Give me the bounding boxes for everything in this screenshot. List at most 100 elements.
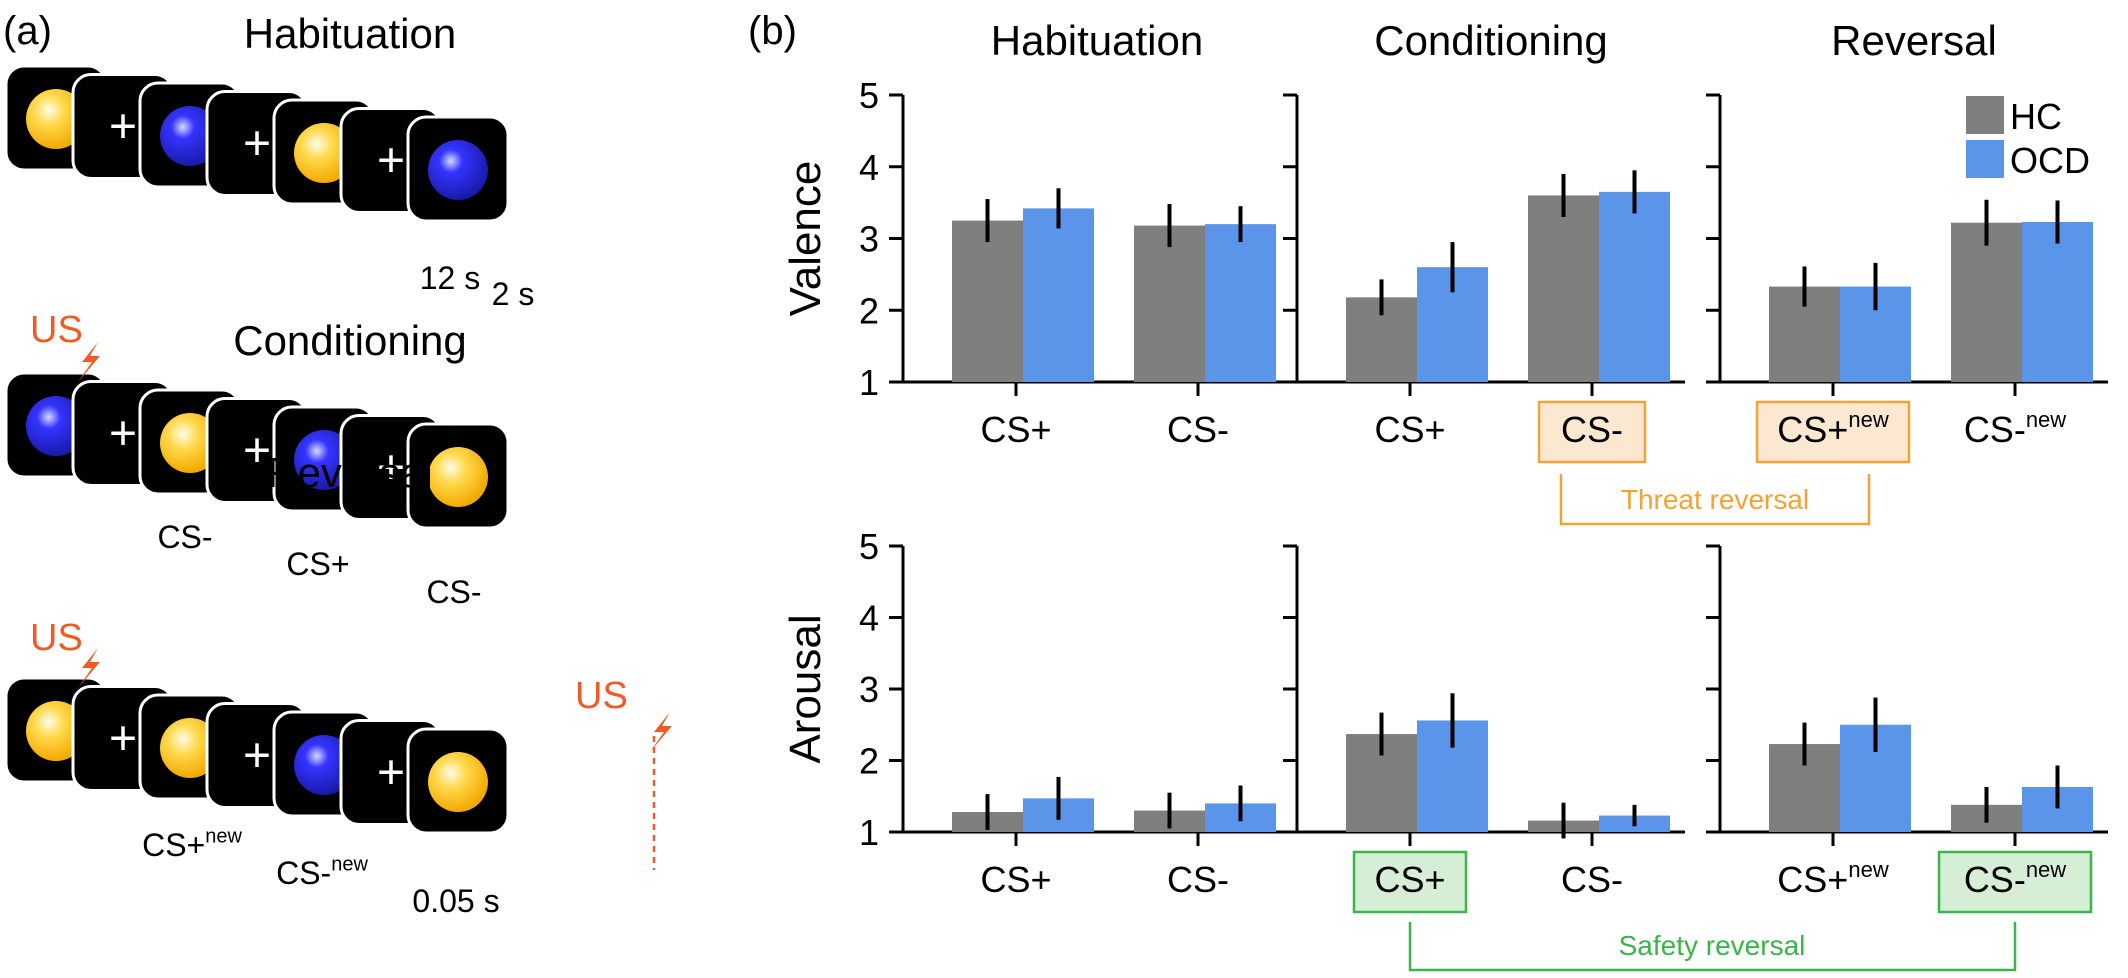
x-tick-label: CS-new: [1964, 857, 2066, 900]
x-tick-label: CS-: [1167, 859, 1229, 900]
us-label: US: [30, 309, 83, 351]
sequence-title: Reversal: [267, 449, 433, 496]
y-tick-label: 4: [859, 147, 879, 188]
panel-a-label: (a): [3, 9, 52, 53]
fixation-cross: +: [109, 101, 137, 154]
duration-label: 0.05 s: [412, 883, 499, 919]
x-tick-label: CS+: [980, 859, 1051, 900]
stimulus-caption: CS+: [286, 546, 349, 582]
y-axis-label: Arousal: [781, 614, 830, 763]
panel-a: (a) Habituation+ + +Conditioning+ + +Reversal…: [3, 9, 672, 919]
bar-ocd: [1205, 224, 1276, 382]
x-tick-label: CS-: [1561, 409, 1623, 450]
sequence-conditioning: Conditioning + + +: [4, 317, 510, 530]
bar-hc: [1528, 195, 1599, 382]
lightning-bolt-icon: [650, 712, 672, 752]
y-tick-label: 2: [859, 741, 879, 782]
highlight-box: [1352, 850, 1468, 914]
duration-label: 12 s: [420, 260, 480, 296]
stimulus-caption: CS-new: [276, 854, 368, 891]
x-tick-label: CS+new: [1777, 407, 1889, 450]
fixation-cross: +: [377, 747, 405, 800]
fixation-cross: +: [243, 118, 271, 171]
y-tick-label: 1: [859, 812, 879, 853]
safety-bracket: [1408, 922, 2017, 972]
stimulus-blue-circle: [26, 396, 86, 456]
safety-reversal-annotation: Safety reversal: [1408, 922, 2017, 972]
panel-b-label: (b): [748, 9, 797, 53]
legend-label: OCD: [2010, 140, 2090, 181]
fixation-cross: +: [109, 713, 137, 766]
sequence-reversal: Reversal + + +: [4, 449, 510, 835]
bar-ocd: [2022, 221, 2093, 382]
chart-arousal-1: CS+ CS-: [1283, 544, 1685, 914]
bar-hc: [1951, 222, 2022, 382]
us-label: US: [575, 675, 628, 717]
stimulus-yellow-circle: [26, 89, 86, 149]
us-label: US: [30, 617, 83, 659]
lightning-bolt-icon: [78, 648, 100, 688]
y-tick-label: 3: [859, 669, 879, 710]
safety-reversal-label: Safety reversal: [1619, 930, 1806, 961]
y-tick-label: 4: [859, 598, 879, 639]
stimulus-caption: CS-: [426, 574, 481, 610]
bar-hc: [952, 220, 1023, 382]
chart-valence-2: Reversal CS+new CS-new: [1706, 17, 2108, 464]
stimulus-yellow-circle: [26, 701, 86, 761]
chart-title: Reversal: [1831, 17, 1997, 64]
stimulus-yellow-circle: [428, 447, 488, 507]
fixation-cross: +: [243, 425, 271, 478]
lightning-bolt-icon: [78, 342, 100, 382]
chart-arousal-0: Arousal 1 2 3 4 5 CS+ CS-: [781, 526, 1291, 900]
x-tick-label: CS+: [1374, 859, 1445, 900]
bar-ocd: [1023, 208, 1094, 382]
y-tick-label: 1: [859, 362, 879, 403]
stimulus-caption: CS+new: [142, 826, 242, 863]
y-tick-label: 3: [859, 219, 879, 260]
stimulus-yellow-circle: [428, 752, 488, 812]
stimulus-caption: CS-: [157, 519, 212, 555]
threat-reversal-label: Threat reversal: [1621, 484, 1809, 515]
fixation-cross: +: [377, 442, 405, 495]
fixation-cross: +: [377, 135, 405, 188]
stimulus-yellow-circle: [160, 718, 220, 778]
legend-label: HC: [2010, 96, 2062, 137]
y-axis-label: Valence: [781, 161, 830, 317]
x-tick-label: CS-new: [1964, 407, 2066, 450]
bar-hc: [1134, 225, 1205, 382]
stimulus-yellow-circle: [160, 413, 220, 473]
stimulus-yellow-circle: [294, 123, 354, 183]
y-tick-label: 2: [859, 290, 879, 331]
sequence-title: Conditioning: [233, 317, 467, 364]
threat-bracket: [1559, 474, 1871, 526]
fixation-cross: +: [109, 408, 137, 461]
x-tick-label: CS-: [1167, 409, 1229, 450]
chart-arousal-2: CS+new CS-new: [1706, 544, 2108, 914]
highlight-box: [1537, 400, 1647, 464]
x-tick-label: CS-: [1561, 859, 1623, 900]
highlight-box: [1755, 400, 1911, 464]
stimulus-blue-circle: [294, 430, 354, 490]
chart-title: Habituation: [991, 17, 1203, 64]
sequence-title: Habituation: [244, 10, 456, 57]
stimulus-blue-circle: [160, 106, 220, 166]
x-tick-label: CS+new: [1777, 857, 1889, 900]
bar-ocd: [1599, 191, 1670, 382]
chart-valence-0: Habituation Valence 1 2 3 4 5 CS+ CS-: [781, 17, 1291, 450]
stimulus-blue-circle: [294, 735, 354, 795]
y-tick-label: 5: [859, 526, 879, 567]
legend-swatch-hc: [1966, 96, 2004, 134]
x-tick-label: CS+: [1374, 409, 1445, 450]
chart-title: Conditioning: [1374, 17, 1608, 64]
highlight-box: [1937, 850, 2093, 914]
stimulus-blue-circle: [428, 140, 488, 200]
duration-label: 2 s: [492, 276, 535, 312]
x-tick-label: CS+: [980, 409, 1051, 450]
threat-reversal-annotation: Threat reversal: [1559, 474, 1871, 526]
fixation-cross: +: [243, 730, 271, 783]
legend-swatch-ocd: [1966, 140, 2004, 178]
chart-valence-1: Conditioning CS+ CS-: [1283, 17, 1685, 464]
